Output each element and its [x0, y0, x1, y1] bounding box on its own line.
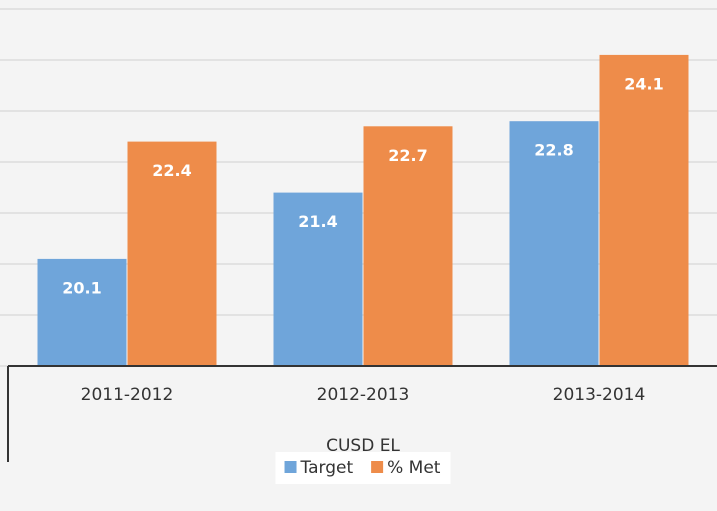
x-tick-label: 2012-2013 [317, 385, 410, 405]
legend-box [275, 452, 451, 484]
bar [363, 126, 453, 366]
data-label: 22.8 [534, 141, 573, 160]
bar [127, 141, 217, 366]
legend-swatch [371, 461, 384, 473]
data-label: 20.1 [62, 278, 101, 297]
legend-label: Target [300, 458, 354, 478]
x-tick-label: 2013-2014 [553, 385, 646, 405]
x-axis-label: CUSD EL [326, 436, 400, 456]
bar [509, 121, 599, 366]
legend-swatch [284, 461, 297, 473]
bar [599, 54, 689, 367]
bar [273, 192, 363, 366]
x-tick-label: 2011-2012 [81, 385, 174, 405]
data-label: 22.7 [388, 146, 427, 165]
bar [37, 258, 127, 366]
data-label: 21.4 [298, 212, 337, 231]
data-label: 22.4 [152, 161, 191, 180]
legend-label: % Met [387, 458, 441, 478]
data-label: 24.1 [624, 74, 663, 93]
